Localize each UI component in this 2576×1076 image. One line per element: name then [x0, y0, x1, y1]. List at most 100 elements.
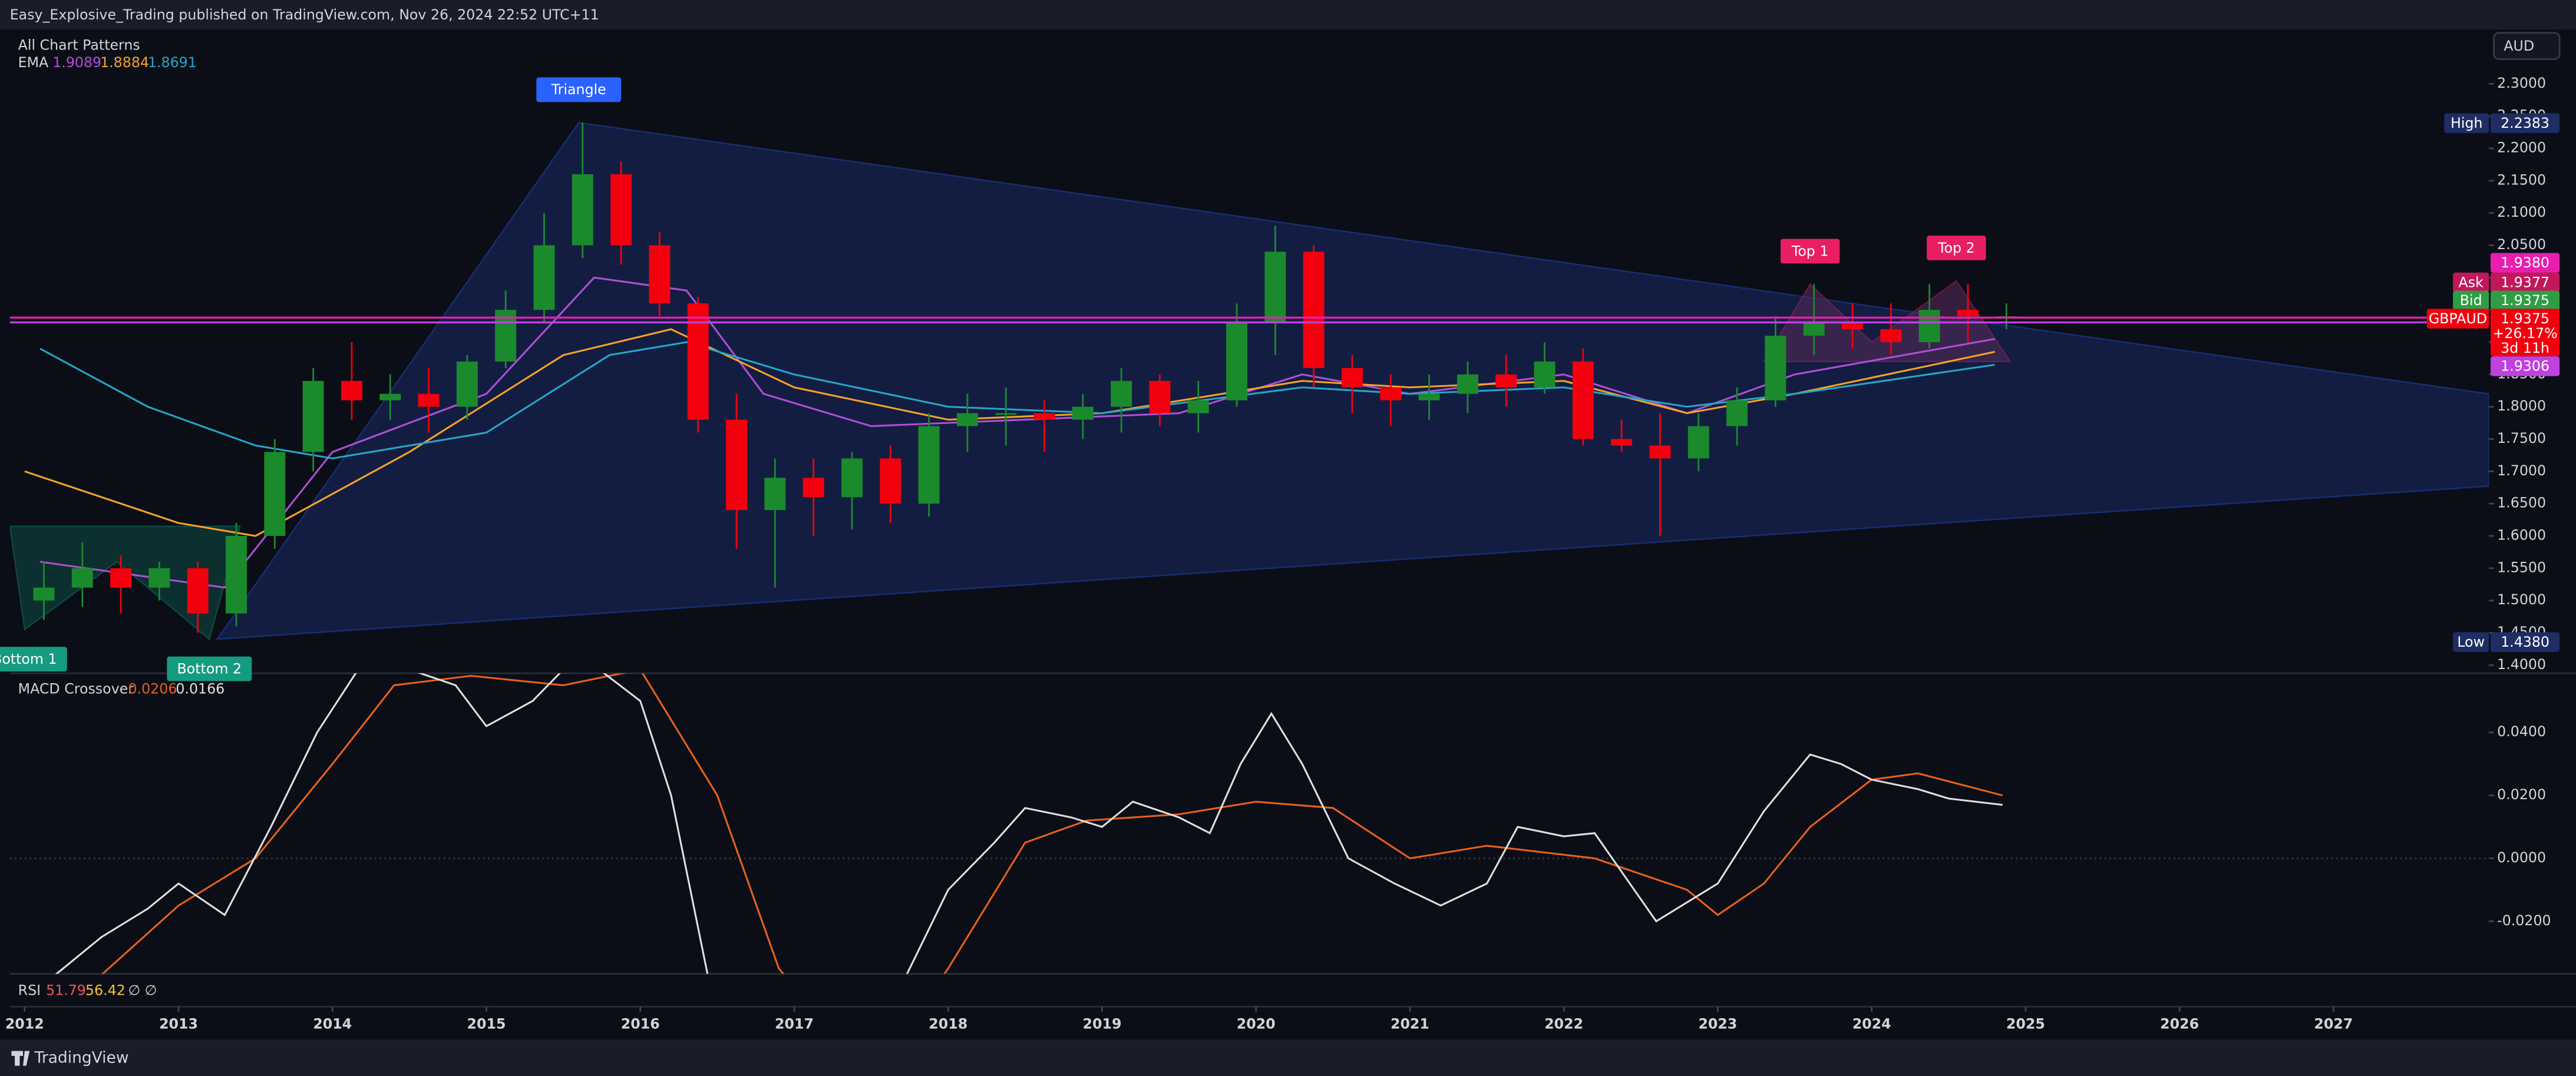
footer-brand: TradingView — [34, 1049, 129, 1067]
pattern-label-box — [167, 656, 252, 681]
y-tick-label: 1.6500 — [2497, 495, 2546, 511]
y-tick-label: 1.6000 — [2497, 527, 2546, 543]
candle-body — [33, 587, 55, 601]
candle-body — [802, 478, 824, 498]
candle-body — [956, 413, 978, 426]
y-tick-label: 2.0500 — [2497, 236, 2546, 253]
price-badge-value: 2.2383 — [2501, 115, 2549, 131]
candle-body — [764, 478, 786, 511]
pattern-label: Top 2 — [1937, 240, 1975, 256]
ema-line — [24, 328, 1995, 537]
x-tick-label: 2016 — [621, 1015, 660, 1032]
candle-body — [1187, 400, 1209, 413]
currency[interactable]: AUD — [2504, 38, 2534, 54]
rsi-legend: RSI — [18, 982, 41, 998]
candle-body — [841, 458, 863, 498]
price-badge — [2491, 253, 2560, 273]
price-badge-name: High — [2450, 115, 2482, 131]
price-badge-value: 1.9375 — [2501, 292, 2549, 309]
price-badge-value: 1.9377 — [2501, 274, 2549, 291]
candle-body — [572, 174, 593, 246]
ema-line — [39, 341, 1995, 459]
candle-body — [1726, 400, 1748, 426]
price-badge — [2491, 632, 2560, 653]
candle-body — [1842, 323, 1863, 330]
currency-button[interactable] — [2493, 32, 2561, 60]
x-tick-label: 2022 — [1544, 1015, 1583, 1032]
y-tick-label: 1.5500 — [2497, 559, 2546, 575]
pattern-label: Bottom 1 — [0, 651, 57, 667]
ema-legend-value: 1.9089 — [52, 54, 101, 71]
candle-body — [379, 393, 401, 400]
ema-legend: EMA — [18, 54, 49, 71]
candle-body — [649, 245, 671, 304]
y-tick-label: 1.7500 — [2497, 430, 2546, 446]
publish-info: Easy_Explosive_Trading published on Trad… — [10, 6, 599, 23]
candle-body — [1880, 329, 1902, 342]
candle-body — [1957, 310, 1979, 317]
pattern-label-box — [1927, 236, 1986, 260]
logo — [11, 1051, 30, 1066]
candle-body — [533, 245, 555, 310]
candle-body — [1264, 251, 1286, 323]
candle-body — [610, 174, 632, 246]
candle-body — [1342, 368, 1363, 388]
price-badge-name: Bid — [2460, 292, 2482, 309]
x-tick-label: 2013 — [159, 1015, 198, 1032]
pattern-double-top — [1762, 280, 2012, 362]
pattern-label-box — [536, 77, 622, 102]
candle-body — [726, 419, 747, 511]
candle-body — [1918, 310, 1940, 342]
candle-body — [148, 568, 170, 588]
price-badge — [2491, 290, 2560, 311]
price-badge — [2491, 356, 2560, 376]
x-tick-label: 2015 — [467, 1015, 506, 1032]
candle-body — [71, 568, 93, 588]
candle-body — [1380, 387, 1402, 400]
candle-body — [1534, 361, 1555, 388]
price-badge-name: Ask — [2459, 274, 2484, 291]
y-tick-label: 0.0000 — [2497, 849, 2546, 866]
candle-body — [1495, 374, 1517, 388]
pattern-label-box — [1780, 239, 1840, 264]
price-badge — [2491, 272, 2560, 293]
macd-line — [55, 673, 2003, 974]
x-tick-label: 2021 — [1391, 1015, 1429, 1032]
price-badge-name: Low — [2457, 634, 2485, 650]
x-tick-label: 2024 — [1852, 1015, 1891, 1032]
candle-body — [418, 393, 440, 407]
rsi-legend-value: 51.79 — [46, 982, 86, 998]
x-tick-label: 2025 — [2006, 1015, 2045, 1032]
x-tick-label: 2027 — [2314, 1015, 2353, 1032]
price-badge-name-box — [2426, 309, 2489, 329]
x-tick-label: 2020 — [1237, 1015, 1276, 1032]
candle-body — [1149, 380, 1171, 413]
pattern-label-box — [0, 647, 67, 672]
x-tick-label: 2017 — [775, 1015, 814, 1032]
candle-body — [1803, 323, 1825, 336]
y-tick-label: 0.0200 — [2497, 786, 2546, 803]
pattern-legend: All Chart Patterns — [18, 37, 140, 54]
price-badge — [2491, 113, 2560, 133]
pattern-label: Triangle — [551, 81, 606, 98]
price-badge-value: 1.9380 — [2501, 254, 2549, 271]
candle-body — [1226, 323, 1248, 400]
x-tick-label: 2012 — [5, 1015, 44, 1032]
candle-body — [1303, 251, 1325, 368]
ema-legend-value: 1.8691 — [148, 54, 197, 71]
candle-body — [880, 458, 901, 504]
ema-line — [39, 276, 1995, 589]
price-badge-value: 1.9375 — [2501, 310, 2549, 327]
y-tick-label: 2.1500 — [2497, 171, 2546, 188]
ema-legend-value: 1.8884 — [100, 54, 149, 71]
rsi-legend-value: 56.42 — [85, 982, 126, 998]
candle-body — [918, 426, 940, 504]
candle-body — [1611, 439, 1633, 446]
candle-body — [456, 361, 478, 407]
bar-countdown: 3d 11h — [2501, 340, 2549, 356]
candle-body — [187, 568, 209, 614]
price-badge-name-box — [2453, 290, 2489, 311]
pattern-label: Top 1 — [1791, 243, 1829, 259]
candle-body — [341, 380, 362, 400]
